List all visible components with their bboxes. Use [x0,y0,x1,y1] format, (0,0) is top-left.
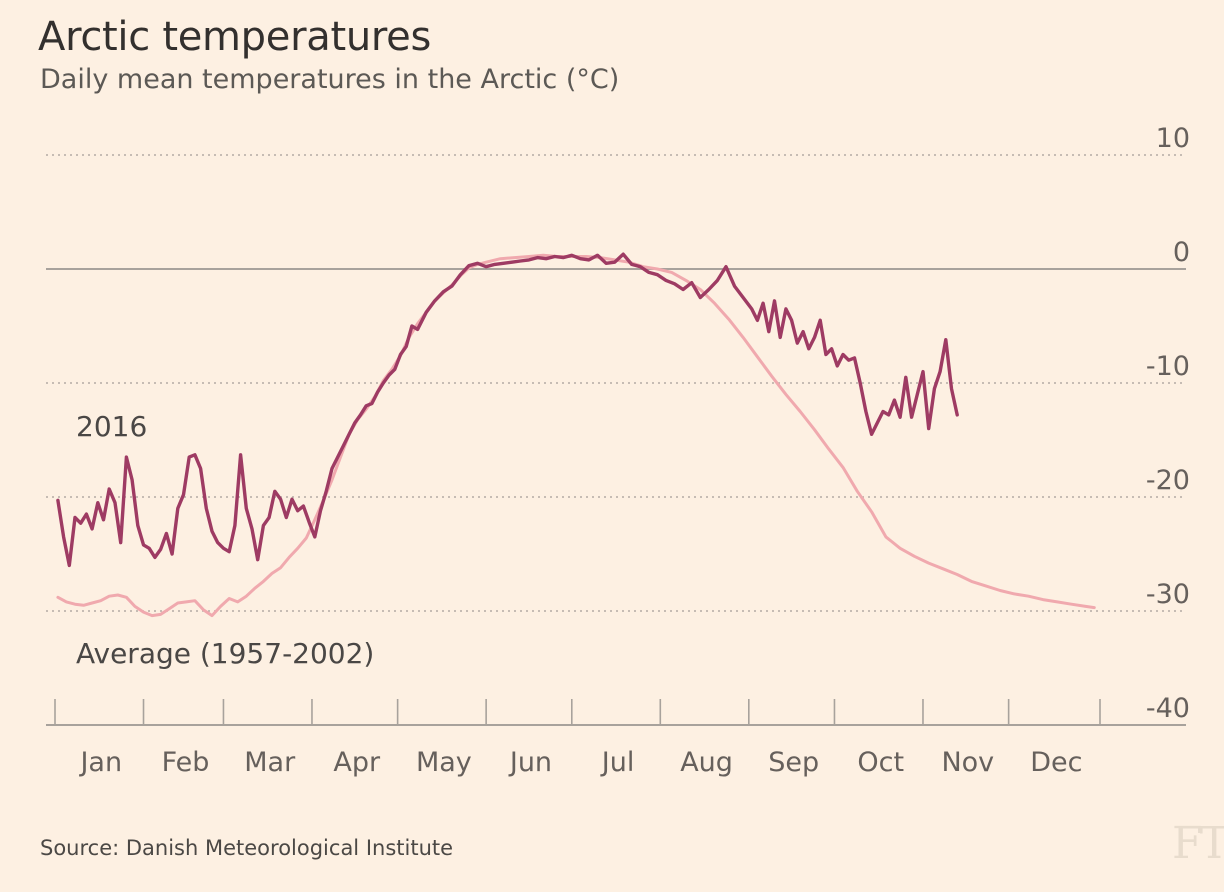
series-2016-line [56,252,959,568]
x-tick-label: Mar [244,747,296,778]
y-tick-label: -20 [1146,465,1190,496]
x-tick-label: May [416,747,472,778]
y-tick-label: 10 [1156,123,1190,154]
x-tick-label: Jan [78,747,122,778]
chart-title: Arctic temperatures [38,14,431,60]
x-tick-label: Feb [162,747,210,778]
x-tick-label: Dec [1030,747,1082,778]
source-note: Source: Danish Meteorological Institute [40,836,454,860]
series-average-line [56,253,1096,618]
x-tick-label: Jun [508,747,552,778]
x-tick-label: Oct [857,747,904,778]
chart-subtitle: Daily mean temperatures in the Arctic (°… [40,64,620,95]
x-tick-label: Aug [680,747,733,778]
x-tick-label: Sep [768,747,819,778]
series-label-average: Average (1957-2002) [76,637,374,670]
series-label-2016: 2016 [76,410,147,443]
y-tick-label: 0 [1173,237,1190,268]
x-tick-label: Apr [333,747,381,778]
y-tick-label: -30 [1146,579,1190,610]
ft-logo: FT [1172,818,1224,869]
x-tick-label: Nov [941,747,994,778]
y-tick-label: -40 [1146,693,1190,724]
y-tick-label: -10 [1146,351,1190,382]
x-tick-label: Jul [600,747,635,778]
